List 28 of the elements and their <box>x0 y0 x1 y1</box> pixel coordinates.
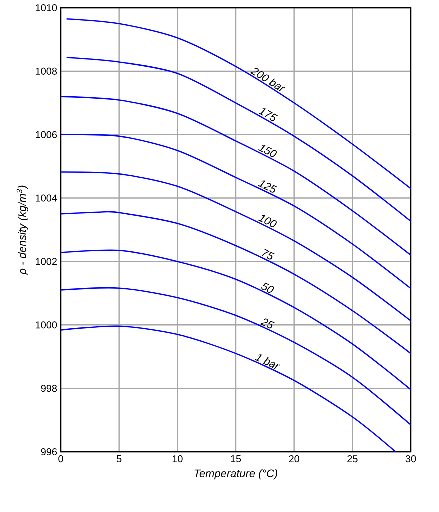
x-axis-title: Temperature (°C) <box>194 469 278 480</box>
x-tick-label: 30 <box>406 456 416 463</box>
x-tick-label: 20 <box>289 456 300 463</box>
text: 75 <box>262 249 275 260</box>
y-tick-label: 1010 <box>36 4 58 12</box>
y-tick-label: 1000 <box>36 322 58 329</box>
text: 125 <box>258 180 278 193</box>
x-tick-label: 10 <box>172 456 183 463</box>
x-tick-label: 15 <box>231 456 242 462</box>
y-tick-label: 998 <box>41 385 58 392</box>
y-axis-title: ρ - density (kg/m$^{3}$) <box>16 186 28 276</box>
text: 25 <box>260 318 275 329</box>
x-tick-label: 25 <box>348 456 358 463</box>
y-tick-label: 1008 <box>36 68 58 75</box>
text: 175 <box>258 108 278 122</box>
text: 50 <box>262 282 274 294</box>
x-tick-label: 5 <box>116 456 122 462</box>
text: 100 <box>258 215 277 228</box>
y-tick-label: 1004 <box>36 194 58 202</box>
y-tick-label: 996 <box>41 448 58 456</box>
text: 200 bar <box>250 68 286 92</box>
x-tick-label: 0 <box>58 456 64 463</box>
text: 150 <box>258 145 278 158</box>
line-series <box>61 211 411 354</box>
text: 1 bar <box>255 354 280 370</box>
line-series <box>61 250 411 390</box>
y-tick-label: 1002 <box>36 258 57 266</box>
y-tick-label: 1006 <box>36 131 58 138</box>
